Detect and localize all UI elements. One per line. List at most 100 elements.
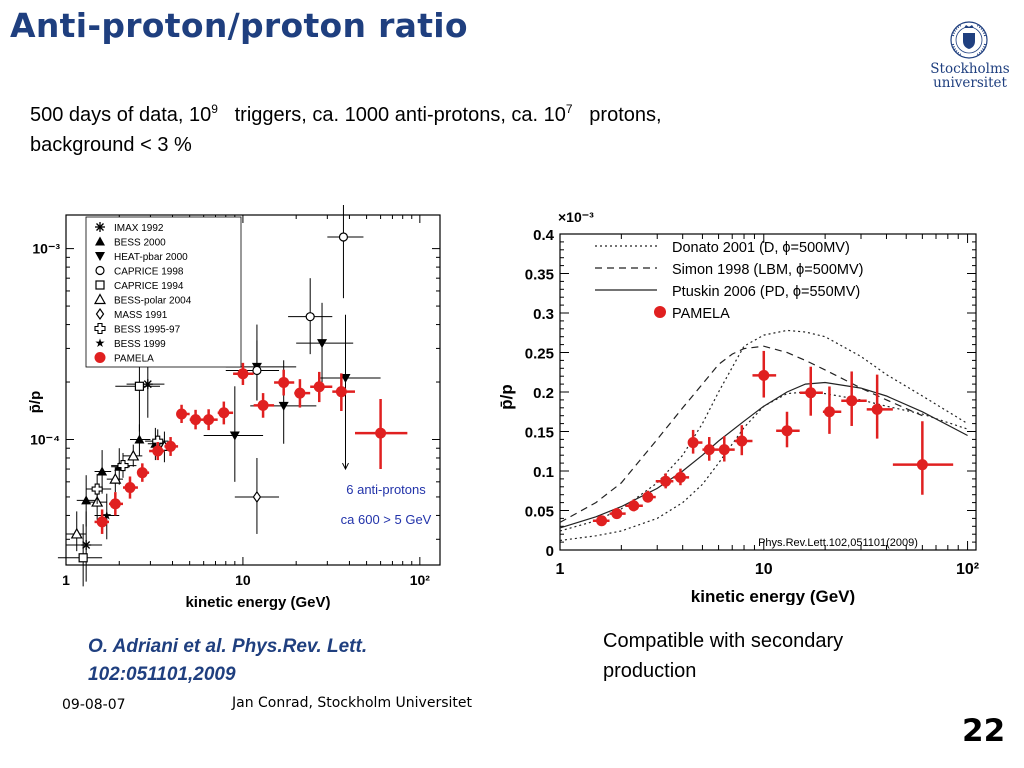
data-point [70,527,83,539]
conclusion-line2: production [603,660,697,682]
logo-line2: universitet [933,75,1007,91]
series-ptuskin-2006-pd-550mv- [559,381,968,529]
data-point [278,376,290,388]
annotation-line1: 6 anti-protons [346,482,426,497]
data-point [340,373,351,383]
citation: O. Adriani et al. Phys.Rev. Lett. 102:05… [88,633,468,689]
intro-part2: triggers, ca. 1000 anti-protons, ca. 10 [234,104,566,126]
right-ratio-chart: 1 10 10² 0 0.05 0.1 0.15 0.2 0.25 0.3 0.35 0.4×10⁻³… [498,209,979,605]
data-point [252,490,262,503]
data-point [294,387,306,399]
x-tick-label: 1 [556,561,565,578]
legend-label: BESS 1995-97 [114,325,181,336]
data-point [142,379,153,390]
data-point [846,395,858,407]
data-point [317,339,328,349]
data-point [96,516,108,528]
logo-text: Stockholms universitet [922,62,1018,90]
y-tick-label: 0.3 [533,306,554,323]
intro-part1: 500 days of data, 10 [30,104,212,126]
data-point [781,425,793,437]
data-point [375,427,387,439]
series-bess-1995-97 [86,429,169,504]
legend-label: BESS 2000 [114,238,166,249]
annotation-line2: ca 600 > 5 GeV [341,512,432,527]
legend-label: HEAT-pbar 2000 [114,252,188,263]
conclusion-note: Compatible with secondary production [603,626,943,686]
data-point [718,444,730,456]
data-point [78,553,88,563]
data-point [278,401,289,411]
series-imax-1992 [66,348,165,582]
x-tick-label: 10 [755,561,773,578]
data-point [134,381,145,391]
data-point [703,444,715,456]
data-point [674,471,686,483]
legend-marker [95,222,105,232]
legend-label: PAMELA [114,354,154,365]
data-point [823,406,835,418]
series-pamela [592,350,954,527]
data-point [109,472,122,484]
data-point [596,515,608,527]
y-tick-label: 0.4 [533,227,555,244]
intro-line2: background < 3 % [30,134,192,156]
y-tick-label: 10⁻⁴ [30,431,60,447]
data-point [124,482,136,494]
data-point [736,435,748,447]
intro-text: 500 days of data, 109 triggers, ca. 1000… [30,100,930,160]
legend-marker [95,265,105,276]
x-tick-label: 10 [235,572,251,588]
footer-author: Jan Conrad, Stockholm Universitet [232,695,472,711]
y-tick-label: 0.1 [533,464,554,481]
legend-marker: ★ [95,336,106,350]
data-point [81,495,92,505]
legend-box [85,216,242,368]
legend-label: CAPRICE 1998 [114,267,184,278]
intro-part3: protons, [589,104,662,126]
legend-marker [95,307,105,321]
data-point [916,459,928,471]
data-point [252,365,262,376]
data-point [642,491,654,503]
x-tick-label: 10² [410,572,431,588]
plot-frame [65,214,441,566]
data-point [257,399,269,411]
data-point [218,407,230,419]
intro-exp1: 9 [211,102,218,116]
legend-marker [95,280,105,290]
y-tick-label: 0.35 [525,267,554,284]
y-tick-label: 0.05 [525,504,554,521]
data-point [152,445,164,457]
data-point [313,381,325,393]
citation-line2: 102:051101,2009 [88,664,236,685]
data-point [335,386,347,398]
intro-line1: 500 days of data, 109 triggers, ca. 1000… [30,100,930,130]
data-point [203,414,215,426]
legend-marker [654,306,666,318]
data-point [229,431,240,441]
data-point [660,475,672,487]
legend-label: Donato 2001 (D, ϕ=500MV) [672,240,850,256]
data-point [338,232,349,242]
y-tick-label: 0 [546,543,554,560]
legend-marker [93,293,107,305]
data-point [134,434,145,444]
legend-label: IMAX 1992 [114,223,164,234]
data-point [176,408,188,420]
series-pamela [94,362,408,534]
logo-line1: Stockholms [930,61,1010,77]
series-caprice-1994 [57,348,161,587]
legend-marker [94,322,106,335]
data-point [758,369,770,381]
y-tick-label: 0.2 [533,385,554,402]
data-point [628,500,640,512]
legend-label: CAPRICE 1994 [114,281,184,292]
legend-label: Simon 1998 (LBM, ϕ=500MV) [672,262,863,278]
data-point [611,508,623,520]
footer-date: 09-08-07 [62,697,126,713]
legend-label: Ptuskin 2006 (PD, ϕ=550MV) [672,284,860,300]
legend-marker [95,236,105,246]
series-caprice-1998 [225,205,364,401]
data-point [165,440,177,452]
